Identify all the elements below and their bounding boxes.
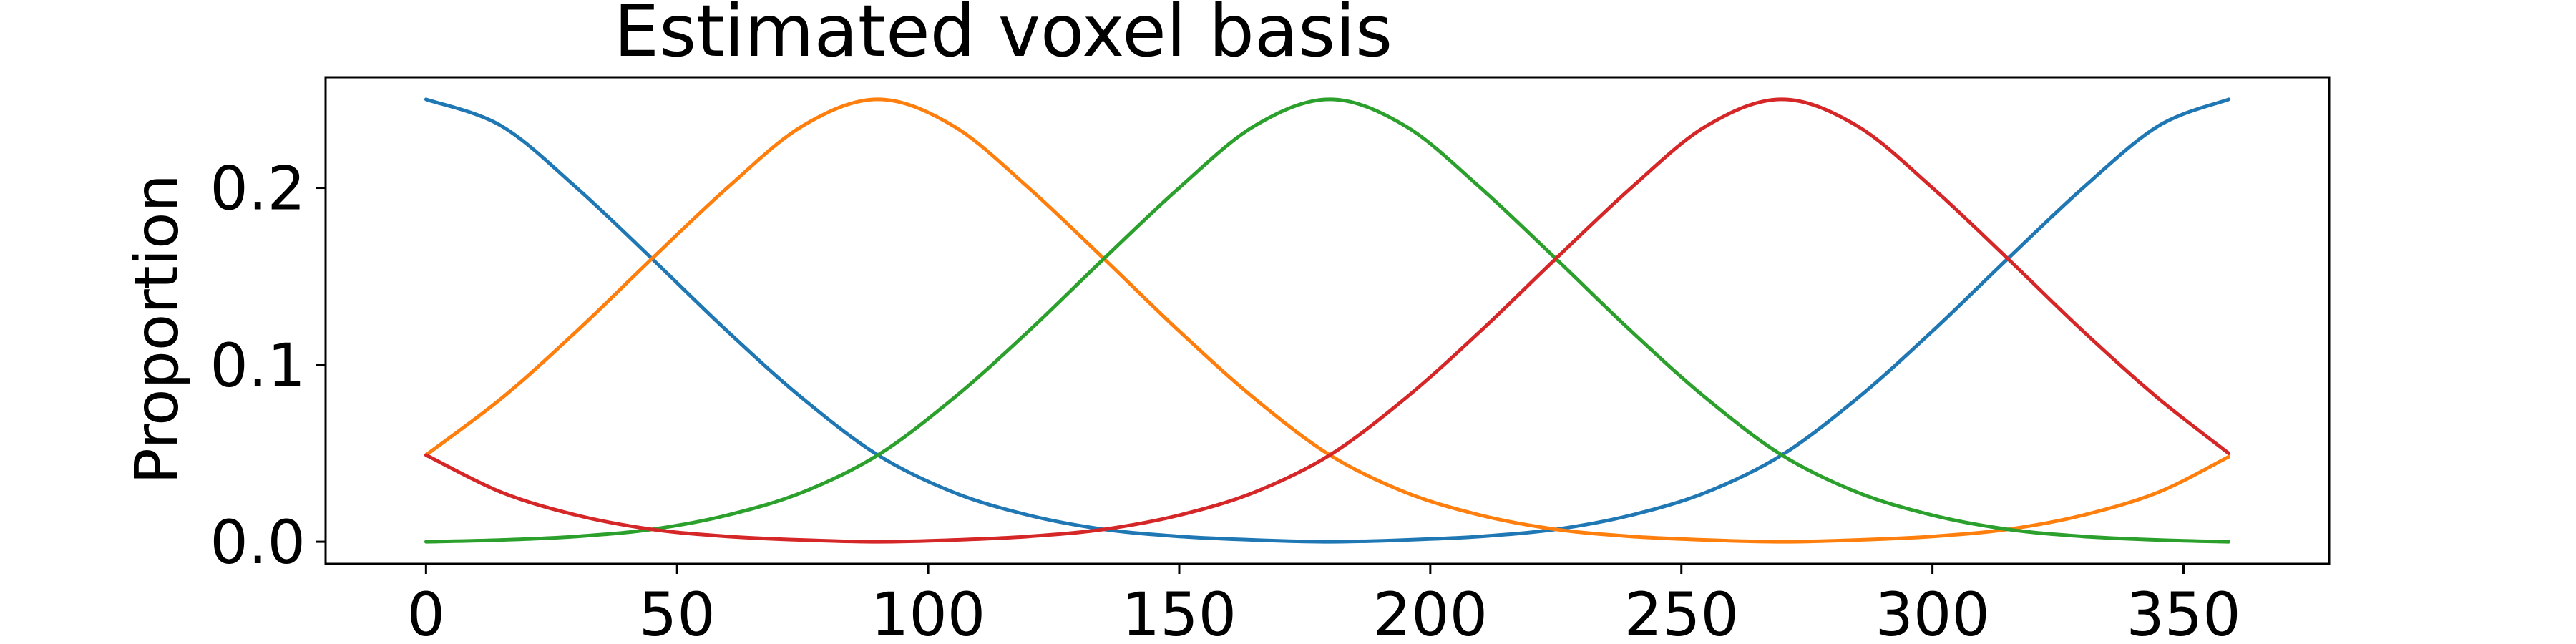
x-tick-label: 350: [2126, 580, 2240, 644]
y-tick-label: 0.2: [210, 154, 306, 224]
series-line-1: [424, 97, 2231, 544]
x-tick-label: 100: [871, 580, 985, 644]
series-line-3: [424, 97, 2231, 544]
x-axis: 0 50 100 150 200 250 300 350: [407, 564, 2241, 644]
x-tick-label: 0: [407, 580, 445, 644]
x-tick-label: 250: [1624, 580, 1739, 644]
chart-title: Estimated voxel basis: [614, 0, 1392, 73]
plot-frame: [324, 76, 2331, 565]
y-axis-label: Proportion: [122, 174, 192, 484]
y-tick-label: 0.0: [210, 507, 306, 577]
x-tick-label: 50: [639, 580, 716, 644]
series-line-2: [424, 97, 2231, 544]
x-tick-label: 300: [1875, 580, 1989, 644]
series-layer: [424, 97, 2231, 544]
x-tick-label: 200: [1373, 580, 1488, 644]
series-line-4: [424, 97, 2231, 544]
y-axis: 0.0 0.1 0.2: [210, 154, 326, 577]
y-tick-label: 0.1: [210, 331, 306, 401]
x-tick-label: 150: [1122, 580, 1236, 644]
